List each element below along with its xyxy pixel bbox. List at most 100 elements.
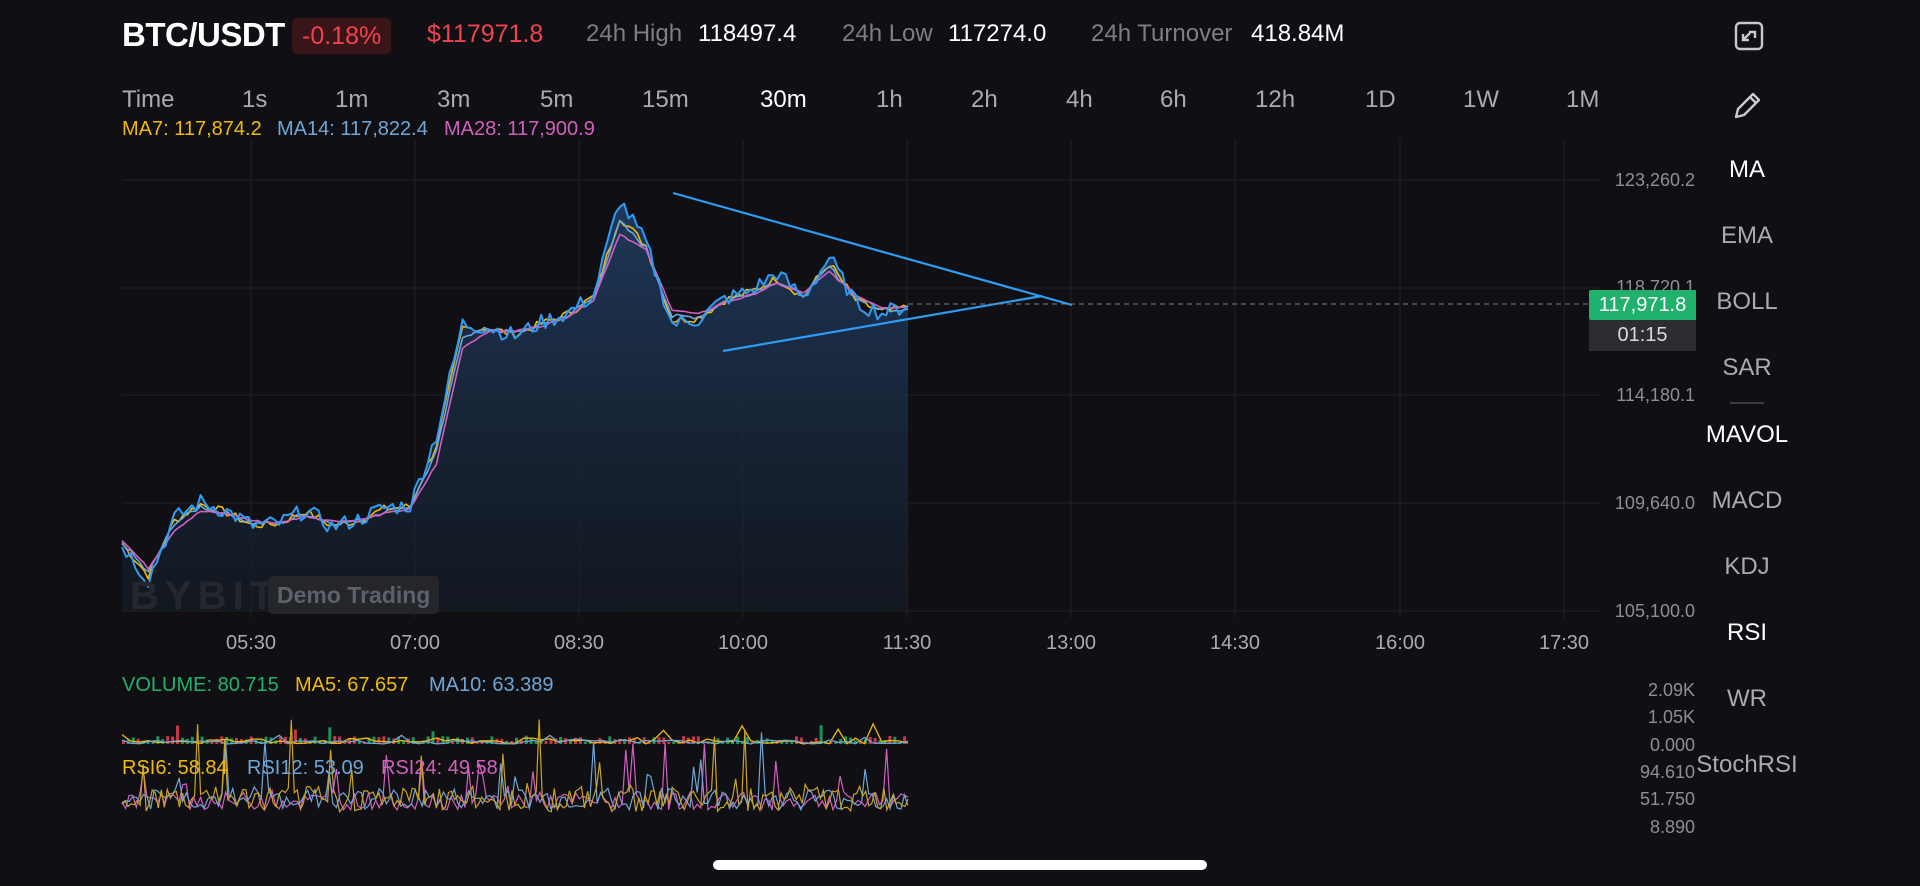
rsi6-legend: RSI6: 58.84 bbox=[122, 757, 228, 779]
volume-bar bbox=[854, 740, 857, 744]
volume-ma5-legend: MA5: 67.657 bbox=[295, 674, 409, 696]
interval-30m[interactable]: 30m bbox=[760, 86, 807, 113]
ma14-legend: MA14: 117,822.4 bbox=[277, 118, 428, 140]
demo-trading-badge: Demo Trading bbox=[268, 576, 440, 614]
interval-6h[interactable]: 6h bbox=[1160, 86, 1187, 113]
volume-bar bbox=[549, 738, 553, 744]
home-indicator[interactable] bbox=[713, 860, 1207, 870]
volume-subchart bbox=[121, 722, 909, 745]
volume-bar bbox=[834, 742, 838, 744]
volume-bar bbox=[795, 736, 798, 744]
volume-bar bbox=[682, 736, 685, 744]
volume-bar bbox=[780, 741, 784, 744]
volume-bar bbox=[249, 736, 253, 744]
high-value: 118497.4 bbox=[698, 20, 797, 47]
indicator-wr[interactable]: WR bbox=[1727, 685, 1767, 712]
volume-bar bbox=[411, 737, 415, 744]
volume-bar bbox=[328, 727, 332, 744]
volume-bar bbox=[785, 741, 789, 744]
volume-bar bbox=[293, 729, 297, 744]
interval-2h[interactable]: 2h bbox=[971, 86, 998, 113]
volume-bar bbox=[844, 736, 848, 744]
interval-12h[interactable]: 12h bbox=[1255, 86, 1296, 113]
x-tick: 05:30 bbox=[225, 632, 277, 654]
volume-bar bbox=[490, 736, 494, 744]
volume-bar bbox=[382, 736, 386, 744]
volume-bar bbox=[279, 737, 283, 744]
volume-y-tick: 0.000 bbox=[1649, 735, 1695, 755]
indicator-mavol[interactable]: MAVOL bbox=[1705, 421, 1789, 448]
volume-bar bbox=[377, 737, 381, 744]
indicator-ema[interactable]: EMA bbox=[1720, 222, 1773, 249]
volume-bar bbox=[333, 736, 337, 744]
volume-bar bbox=[569, 739, 572, 744]
interval-5m[interactable]: 5m bbox=[540, 86, 574, 113]
volume-bar bbox=[667, 741, 671, 744]
volume-bar bbox=[814, 738, 818, 744]
volume-bar bbox=[122, 740, 125, 744]
interval-1w[interactable]: 1W bbox=[1463, 86, 1499, 113]
volume-bar bbox=[416, 741, 420, 744]
volume-bar bbox=[770, 739, 774, 744]
volume-bar bbox=[539, 740, 543, 744]
interval-1h[interactable]: 1h bbox=[876, 86, 903, 113]
volume-bar bbox=[515, 737, 518, 744]
last-price-tag: 117,971.8 bbox=[1589, 290, 1696, 320]
volume-bar bbox=[510, 741, 514, 744]
interval-4h[interactable]: 4h bbox=[1066, 86, 1093, 113]
x-tick: 16:00 bbox=[1374, 632, 1426, 654]
exit-fullscreen-icon[interactable] bbox=[1733, 20, 1765, 52]
pencil-icon[interactable] bbox=[1731, 88, 1765, 122]
volume-bar bbox=[151, 741, 155, 744]
indicator-stochrsi[interactable]: StochRSI bbox=[1696, 751, 1798, 778]
volume-bar bbox=[829, 741, 833, 744]
volume-bar bbox=[559, 737, 563, 744]
x-tick: 11:30 bbox=[882, 632, 932, 654]
volume-bar bbox=[451, 741, 455, 744]
pair-title[interactable]: BTC/USDT bbox=[122, 16, 285, 53]
high-label: 24h High bbox=[586, 20, 683, 47]
volume-bar bbox=[136, 738, 140, 744]
volume-bar bbox=[691, 736, 695, 744]
last-price: $117971.8 bbox=[427, 20, 544, 48]
indicator-rsi[interactable]: RSI bbox=[1726, 619, 1767, 646]
volume-bar bbox=[284, 736, 288, 744]
volume-bar bbox=[397, 736, 401, 744]
rsi-y-tick: 94.610 bbox=[1639, 762, 1695, 782]
x-tick: 13:00 bbox=[1045, 632, 1097, 654]
ma7-legend: MA7: 117,874.2 bbox=[122, 118, 262, 140]
interval-1d[interactable]: 1D bbox=[1365, 86, 1396, 113]
interval-3m[interactable]: 3m bbox=[437, 86, 471, 113]
low-value: 117274.0 bbox=[948, 20, 1047, 47]
panel-divider bbox=[1730, 402, 1764, 404]
volume-bar bbox=[402, 741, 405, 744]
volume-y-tick: 2.09K bbox=[1647, 680, 1695, 700]
interval-1s[interactable]: 1s bbox=[242, 86, 268, 113]
volume-bar bbox=[765, 738, 769, 744]
volume-bar bbox=[352, 736, 356, 744]
triangle-drawing bbox=[672, 191, 1073, 353]
bybit-watermark: BYBIT bbox=[130, 574, 280, 618]
indicator-boll[interactable]: BOLL bbox=[1716, 288, 1778, 315]
x-tick: 10:00 bbox=[717, 632, 769, 654]
volume-ma10-line bbox=[121, 734, 909, 745]
volume-bar bbox=[436, 737, 440, 744]
indicator-ma[interactable]: MA bbox=[1729, 156, 1765, 183]
volume-bar bbox=[190, 736, 194, 744]
indicator-kdj[interactable]: KDJ bbox=[1724, 553, 1770, 580]
volume-bar bbox=[367, 737, 371, 744]
volume-bar bbox=[618, 740, 622, 744]
interval-time[interactable]: Time bbox=[122, 86, 175, 113]
volume-bar bbox=[696, 736, 700, 744]
interval-15m[interactable]: 15m bbox=[642, 86, 689, 113]
indicator-sar[interactable]: SAR bbox=[1722, 354, 1772, 381]
volume-bar bbox=[637, 741, 641, 744]
interval-1m[interactable]: 1m bbox=[335, 86, 369, 113]
volume-bar bbox=[608, 736, 612, 744]
interval-1mo[interactable]: 1M bbox=[1566, 86, 1600, 113]
ma28-legend: MA28: 117,900.9 bbox=[444, 118, 595, 140]
volume-bar bbox=[225, 737, 229, 744]
volume-bar bbox=[235, 737, 238, 744]
indicator-macd[interactable]: MACD bbox=[1711, 487, 1783, 514]
